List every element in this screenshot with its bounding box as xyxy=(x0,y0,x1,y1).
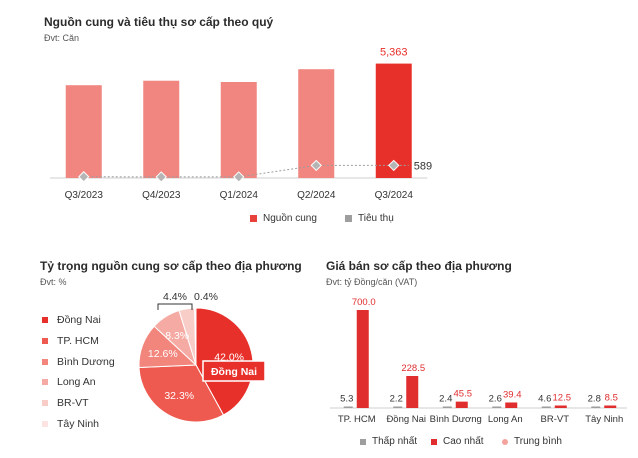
price-chart-unit: Đvt: tỷ Đồng/căn (VAT) xyxy=(326,277,418,287)
legend-avg-swatch xyxy=(502,438,508,445)
price-max-bar xyxy=(356,310,369,408)
share-chart-unit: Đvt: % xyxy=(40,277,67,287)
price-min-label: 5.3 xyxy=(340,394,353,405)
share-legend-swatch xyxy=(42,379,48,386)
supply-chart-title: Nguồn cung và tiêu thụ sơ cấp theo quý xyxy=(44,15,274,29)
supply-bar xyxy=(143,80,180,178)
legend-max: Cao nhất xyxy=(431,436,484,447)
supply-x-tick: Q2/2024 xyxy=(297,190,336,201)
price-min-label: 2.6 xyxy=(489,394,502,405)
supply-x-tick: Q3/2023 xyxy=(65,190,104,201)
supply-x-tick: Q3/2024 xyxy=(375,190,414,201)
share-legend-label: BR-VT xyxy=(57,397,89,410)
price-max-label: 39.4 xyxy=(503,389,522,400)
supply-bar xyxy=(375,63,412,178)
share-legend-item: Long An xyxy=(42,376,96,388)
legend-min-label: Thấp nhất xyxy=(372,436,418,447)
legend-consumption-label: Tiêu thụ xyxy=(358,213,394,224)
supply-bar xyxy=(65,85,102,178)
pie-data-label: 0.4% xyxy=(194,291,218,303)
legend-consumption: Tiêu thụ xyxy=(345,213,394,224)
pie-callout-label: Đồng Nai xyxy=(211,366,257,378)
consumption-data-label: 589 xyxy=(414,160,432,172)
price-min-bar xyxy=(591,406,601,408)
supply-x-tick: Q4/2023 xyxy=(142,190,181,201)
legend-consumption-swatch xyxy=(345,215,352,222)
share-legend-label: Đồng Nai xyxy=(57,314,101,326)
consumption-marker xyxy=(388,159,400,172)
legend-min-swatch xyxy=(360,438,366,445)
price-max-bar xyxy=(455,401,468,408)
share-legend-item: TP. HCM xyxy=(42,335,99,347)
price-max-bar xyxy=(406,376,419,408)
share-chart-title: Tỷ trọng nguồn cung sơ cấp theo địa phươ… xyxy=(40,259,302,273)
price-max-label: 228.5 xyxy=(401,363,425,374)
price-x-tick: Long An xyxy=(488,414,523,425)
pie-data-label: 4.4% xyxy=(163,291,187,303)
pie-callout-box xyxy=(202,360,266,382)
pie-data-label: 8.3% xyxy=(165,330,189,342)
supply-data-label: 5,363 xyxy=(380,47,408,59)
price-min-label: 2.8 xyxy=(588,394,601,405)
legend-supply: Nguồn cung xyxy=(250,213,317,224)
pie-data-label: 12.6% xyxy=(148,348,178,360)
supply-x-tick: Q1/2024 xyxy=(220,190,259,201)
consumption-marker xyxy=(78,171,90,183)
price-max-label: 700.0 xyxy=(352,297,376,308)
price-max-label: 8.5 xyxy=(605,393,618,404)
price-max-bar xyxy=(554,405,567,408)
legend-avg: Trung bình xyxy=(502,436,562,447)
price-x-tick: Bình Dương xyxy=(430,414,482,425)
price-min-bar xyxy=(541,406,551,408)
share-legend-label: Bình Dương xyxy=(57,355,115,368)
legend-min: Thấp nhất xyxy=(360,436,417,447)
consumption-marker xyxy=(155,171,167,183)
price-min-label: 2.2 xyxy=(390,394,403,405)
price-min-bar xyxy=(492,406,502,408)
pie-slice xyxy=(194,307,197,366)
legend-max-label: Cao nhất xyxy=(443,436,484,447)
supply-chart-unit: Đvt: Căn xyxy=(44,33,80,43)
legend-supply-label: Nguồn cung xyxy=(263,213,317,224)
share-legend-item: BR-VT xyxy=(42,397,89,409)
price-x-tick: Tây Ninh xyxy=(585,414,623,425)
share-legend-label: Long An xyxy=(57,376,96,389)
pie-data-label: 32.3% xyxy=(164,390,194,402)
share-legend-swatch xyxy=(42,421,48,427)
share-legend-item: Đồng Nai xyxy=(42,314,101,326)
price-max-bar xyxy=(604,405,617,408)
consumption-marker xyxy=(233,171,245,183)
price-max-label: 12.5 xyxy=(553,393,572,404)
price-min-label: 4.6 xyxy=(538,394,551,405)
price-min-bar xyxy=(393,406,403,408)
legend-avg-label: Trung bình xyxy=(514,436,562,447)
legend-max-swatch xyxy=(431,438,437,445)
price-max-bar xyxy=(505,402,518,408)
consumption-marker xyxy=(310,159,322,172)
supply-bar xyxy=(220,82,257,178)
price-chart-title: Giá bán sơ cấp theo địa phương xyxy=(326,259,512,273)
price-min-bar xyxy=(343,406,353,408)
share-legend-swatch xyxy=(42,317,48,323)
share-legend-item: Bình Dương xyxy=(42,356,115,368)
price-min-label: 2.4 xyxy=(439,394,452,405)
price-x-tick: BR-VT xyxy=(541,414,570,425)
price-min-bar xyxy=(442,406,452,408)
price-max-label: 45.5 xyxy=(454,389,473,400)
legend-supply-swatch xyxy=(250,215,257,222)
price-x-tick: Đồng Nai xyxy=(386,414,426,425)
share-legend-swatch xyxy=(42,400,48,407)
price-x-tick: TP. HCM xyxy=(338,414,376,425)
share-legend-swatch xyxy=(42,358,48,365)
share-legend-label: TP. HCM xyxy=(57,334,99,347)
share-legend-label: Tây Ninh xyxy=(57,418,100,430)
share-legend-item: Tây Ninh xyxy=(42,418,99,430)
pie-bracket xyxy=(157,303,193,310)
share-legend-swatch xyxy=(42,337,48,344)
